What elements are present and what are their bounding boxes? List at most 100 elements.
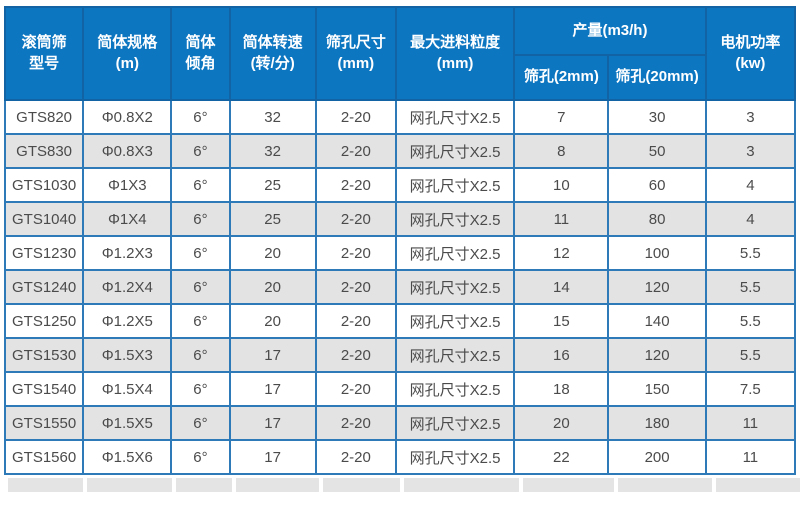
next-row-cell (715, 478, 800, 492)
table-row: GTS1250 Φ1.2X5 6° 20 2-20 网孔尺寸X2.5 15 140 5.5 (3, 303, 797, 339)
cell-hole: 2-20 (314, 201, 397, 237)
cell-spec: Φ0.8X2 (82, 99, 173, 135)
cell-incline: 6° (170, 133, 231, 169)
cell-power: 11 (704, 405, 797, 441)
next-row-cell (404, 478, 519, 492)
cell-feed: 网孔尺寸X2.5 (394, 269, 516, 305)
cell-power: 3 (704, 99, 797, 135)
cell-speed: 25 (228, 167, 317, 203)
cell-incline: 6° (170, 405, 231, 441)
cell-model: GTS1550 (3, 405, 85, 441)
cell-feed: 网孔尺寸X2.5 (394, 371, 516, 407)
cell-capacity-2mm: 10 (513, 167, 610, 203)
cell-capacity-20mm: 140 (607, 303, 707, 339)
cell-feed: 网孔尺寸X2.5 (394, 99, 516, 135)
cell-incline: 6° (170, 99, 231, 135)
cell-capacity-2mm: 18 (513, 371, 610, 407)
cell-speed: 17 (228, 405, 317, 441)
cell-spec: Φ1X3 (82, 167, 173, 203)
cell-capacity-2mm: 12 (513, 235, 610, 271)
table-row: GTS1560 Φ1.5X6 6° 17 2-20 网孔尺寸X2.5 22 200 11 (3, 439, 797, 475)
table-header: 滚筒筛 型号 简体规格 (m) 简体 倾角 简体转速 (转/分) 筛孔尺寸 (m… (3, 6, 797, 101)
cell-model: GTS830 (3, 133, 85, 169)
table-row: GTS1540 Φ1.5X4 6° 17 2-20 网孔尺寸X2.5 18 150 7.5 (3, 371, 797, 407)
cell-capacity-20mm: 80 (607, 201, 707, 237)
cell-speed: 32 (228, 99, 317, 135)
cell-model: GTS1530 (3, 337, 85, 373)
cell-model: GTS820 (3, 99, 85, 135)
cell-speed: 17 (228, 439, 317, 475)
cell-model: GTS1230 (3, 235, 85, 271)
cell-power: 3 (704, 133, 797, 169)
cell-incline: 6° (170, 371, 231, 407)
cell-feed: 网孔尺寸X2.5 (394, 439, 516, 475)
next-row-cell (87, 478, 173, 492)
table-row: GTS1530 Φ1.5X3 6° 17 2-20 网孔尺寸X2.5 16 120 5.5 (3, 337, 797, 373)
cell-model: GTS1030 (3, 167, 85, 203)
cell-capacity-2mm: 22 (513, 439, 610, 475)
cell-incline: 6° (170, 337, 231, 373)
cell-capacity-20mm: 100 (607, 235, 707, 271)
cell-feed: 网孔尺寸X2.5 (394, 405, 516, 441)
cell-incline: 6° (170, 201, 231, 237)
next-row-cell (235, 478, 319, 492)
cell-spec: Φ0.8X3 (82, 133, 173, 169)
cell-spec: Φ1.2X3 (82, 235, 173, 271)
header-capacity: 产量(m3/h) (513, 6, 707, 56)
cell-incline: 6° (170, 303, 231, 339)
cell-capacity-20mm: 60 (607, 167, 707, 203)
cell-spec: Φ1.5X5 (82, 405, 173, 441)
cell-feed: 网孔尺寸X2.5 (394, 337, 516, 373)
cell-power: 4 (704, 201, 797, 237)
cell-hole: 2-20 (314, 303, 397, 339)
cell-capacity-20mm: 50 (607, 133, 707, 169)
table-row: GTS1550 Φ1.5X5 6° 17 2-20 网孔尺寸X2.5 20 180 11 (3, 405, 797, 441)
cell-spec: Φ1.5X3 (82, 337, 173, 373)
cell-spec: Φ1.2X4 (82, 269, 173, 305)
spec-table: 滚筒筛 型号 简体规格 (m) 简体 倾角 简体转速 (转/分) 筛孔尺寸 (m… (3, 6, 797, 475)
cell-power: 4 (704, 167, 797, 203)
cell-model: GTS1540 (3, 371, 85, 407)
cell-hole: 2-20 (314, 371, 397, 407)
header-capacity-20mm: 筛孔(20mm) (607, 54, 707, 101)
cell-speed: 25 (228, 201, 317, 237)
page-container: 滚筒筛 型号 简体规格 (m) 简体 倾角 简体转速 (转/分) 筛孔尺寸 (m… (3, 6, 800, 492)
cell-capacity-2mm: 8 (513, 133, 610, 169)
cell-speed: 20 (228, 303, 317, 339)
cell-capacity-20mm: 150 (607, 371, 707, 407)
cell-hole: 2-20 (314, 99, 397, 135)
cell-capacity-2mm: 11 (513, 201, 610, 237)
cell-spec: Φ1.2X5 (82, 303, 173, 339)
next-row-cell (522, 478, 614, 492)
header-incline: 简体 倾角 (170, 6, 231, 101)
cell-speed: 17 (228, 371, 317, 407)
cell-spec: Φ1.5X4 (82, 371, 173, 407)
cell-speed: 17 (228, 337, 317, 373)
cell-hole: 2-20 (314, 269, 397, 305)
cell-capacity-20mm: 30 (607, 99, 707, 135)
spec-table-body: GTS820 Φ0.8X2 6° 32 2-20 网孔尺寸X2.5 7 30 3 GTS830 Φ0… (3, 99, 797, 475)
cell-capacity-2mm: 15 (513, 303, 610, 339)
cell-power: 5.5 (704, 235, 797, 271)
cell-model: GTS1250 (3, 303, 85, 339)
cell-incline: 6° (170, 235, 231, 271)
cell-capacity-2mm: 20 (513, 405, 610, 441)
cell-power: 7.5 (704, 371, 797, 407)
next-row-cell (176, 478, 232, 492)
cell-capacity-20mm: 180 (607, 405, 707, 441)
cell-speed: 20 (228, 269, 317, 305)
header-power: 电机功率 (kw) (704, 6, 797, 101)
header-spec: 简体规格 (m) (82, 6, 173, 101)
cell-feed: 网孔尺寸X2.5 (394, 201, 516, 237)
table-row: GTS1240 Φ1.2X4 6° 20 2-20 网孔尺寸X2.5 14 120 5.5 (3, 269, 797, 305)
table-row: GTS830 Φ0.8X3 6° 32 2-20 网孔尺寸X2.5 8 50 3 (3, 133, 797, 169)
next-row-cell (322, 478, 401, 492)
cell-model: GTS1560 (3, 439, 85, 475)
cell-feed: 网孔尺寸X2.5 (394, 235, 516, 271)
cell-speed: 32 (228, 133, 317, 169)
cell-feed: 网孔尺寸X2.5 (394, 167, 516, 203)
cell-model: GTS1040 (3, 201, 85, 237)
cell-model: GTS1240 (3, 269, 85, 305)
cell-capacity-20mm: 120 (607, 337, 707, 373)
cell-hole: 2-20 (314, 133, 397, 169)
